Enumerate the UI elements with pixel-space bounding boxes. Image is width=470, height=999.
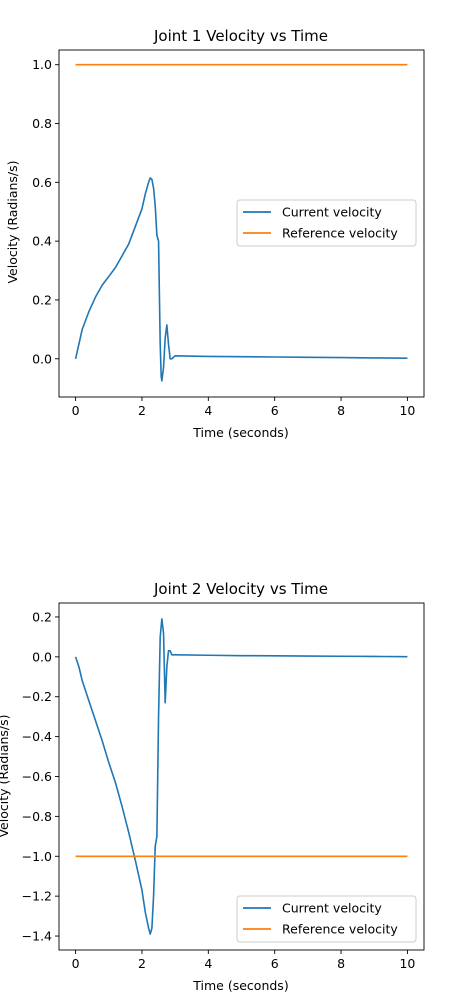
legend-entry: Reference velocity	[282, 226, 398, 241]
x-tick-label: 10	[399, 403, 415, 418]
y-tick-label: 0.0	[32, 351, 52, 366]
legend: Current velocity Reference velocity	[236, 199, 417, 247]
y-axis-label: Velocity (Radians/s)	[0, 714, 11, 837]
chart-title: Joint 2 Velocity vs Time	[153, 580, 328, 598]
x-tick-label: 6	[271, 956, 279, 971]
x-tick-label: 10	[399, 956, 415, 971]
y-tick-label: −0.8	[22, 809, 52, 824]
y-tick-label: 0.0	[32, 649, 52, 664]
x-tick-label: 0	[72, 403, 80, 418]
y-tick-label: −1.2	[22, 889, 52, 904]
legend-entry: Current velocity	[282, 205, 382, 220]
legend-entry: Reference velocity	[282, 922, 398, 937]
chart-joint-1: Joint 1 Velocity vs Time Time (seconds) …	[5, 27, 425, 440]
y-tick-label: −0.6	[22, 769, 52, 784]
x-tick-label: 2	[138, 956, 146, 971]
x-tick-label: 6	[271, 403, 279, 418]
x-axis-label: Time (seconds)	[192, 978, 288, 993]
x-tick-label: 8	[337, 403, 345, 418]
plot-area: 0 2 4 6 8 10 −1.4 −1.2 −1.0 −0.8 −0.6 −0.4 −0.2 0.0 0.…	[22, 602, 425, 971]
legend-entry: Current velocity	[282, 901, 382, 916]
x-tick-label: 0	[72, 956, 80, 971]
chart-joint-2: Joint 2 Velocity vs Time Time (seconds) …	[0, 580, 425, 993]
series-line-current-velocity	[74, 618, 408, 935]
y-axis-label: Velocity (Radians/s)	[5, 160, 20, 283]
x-axis-label: Time (seconds)	[192, 425, 288, 440]
x-tick-label: 4	[204, 956, 212, 971]
plot-area: 0 2 4 6 8 10 0.0 0.2 0.4 0.6 0.8 1.0	[32, 49, 425, 418]
y-tick-label: −1.4	[22, 929, 52, 944]
legend-box	[236, 199, 417, 247]
y-tick-label: 0.6	[32, 175, 52, 190]
chart-title: Joint 1 Velocity vs Time	[153, 27, 328, 45]
y-tick-label: 0.2	[32, 609, 52, 624]
series-line-current-velocity	[74, 177, 408, 382]
y-tick-label: 0.2	[32, 292, 52, 307]
x-tick-label: 2	[138, 403, 146, 418]
axes-frame	[58, 49, 425, 398]
legend: Current velocity Reference velocity	[236, 895, 417, 943]
y-tick-label: −1.0	[22, 849, 52, 864]
y-tick-label: −0.4	[22, 729, 52, 744]
x-tick-label: 4	[204, 403, 212, 418]
y-tick-label: 0.4	[32, 234, 52, 249]
y-tick-label: 1.0	[32, 57, 52, 72]
legend-box	[236, 895, 417, 943]
y-tick-label: 0.8	[32, 116, 52, 131]
y-tick-label: −0.2	[22, 689, 52, 704]
x-tick-label: 8	[337, 956, 345, 971]
